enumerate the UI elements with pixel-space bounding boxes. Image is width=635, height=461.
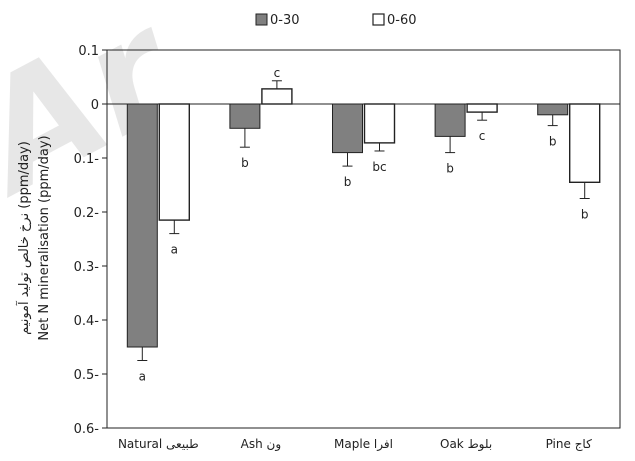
- significance-letter: b: [549, 135, 557, 149]
- legend-swatch-0-30: [255, 13, 268, 26]
- y-tick-label: 0.2-: [74, 206, 100, 221]
- bar-0-30-1: [126, 103, 158, 348]
- y-axis-title: نرخ خالص تولید آمونیم (ppm/day) Net N mi…: [15, 135, 52, 340]
- significance-letter: c: [479, 129, 486, 143]
- bar-0-60-4: [466, 103, 498, 113]
- bars: [126, 88, 601, 348]
- y-axis-title-line-1: نرخ خالص تولید آمونیم (ppm/day): [15, 141, 32, 335]
- legend-label-0-30: 0-30: [270, 13, 300, 28]
- x-category-label: Maple افرا: [334, 437, 393, 452]
- y-tick-label: 0.1-: [74, 152, 100, 167]
- significance-letter: c: [274, 66, 281, 80]
- y-tick-label: 0.3-: [74, 260, 100, 275]
- bar-0-60-1: [158, 103, 191, 221]
- y-tick-label: 0.5-: [74, 368, 100, 383]
- significance-letter: b: [581, 208, 589, 222]
- x-category-label: Pine کاج: [546, 437, 593, 451]
- significance-letter: bc: [372, 160, 386, 174]
- y-tick-label: 0: [91, 98, 99, 113]
- x-category-label: Oak بلوط: [440, 437, 492, 452]
- y-tick-label: 0.1: [78, 44, 99, 59]
- bar-0-30-5: [537, 103, 569, 116]
- bar-0-30-3: [332, 103, 363, 154]
- significance-letter: b: [241, 156, 249, 170]
- significance-letter: b: [344, 175, 352, 189]
- bar-0-60-2: [261, 88, 293, 105]
- bar-0-60-3: [363, 103, 396, 144]
- x-category-label: Ash ون: [241, 437, 282, 452]
- x-category-labels: Natural طبیعی Ash ون Maple افرا Oak بلوط Pin…: [118, 437, 592, 452]
- y-tick-label: 0.4-: [74, 314, 100, 329]
- significance-letter: a: [171, 243, 178, 257]
- bar-0-60-5: [569, 103, 601, 184]
- significance-letter: a: [139, 370, 146, 384]
- y-axis-title-line-2: Net N mineralisation (ppm/day): [37, 135, 52, 340]
- significance-letter: b: [446, 162, 454, 176]
- legend-swatch-0-60: [372, 13, 385, 26]
- y-ticks: 0.1 0 0.1- 0.2- 0.3- 0.4- 0.5- 0.6-: [74, 44, 107, 437]
- bar-0-30-4: [434, 103, 466, 137]
- bar-0-30-2: [229, 103, 261, 129]
- error-bars: [137, 80, 590, 361]
- y-tick-label: 0.6-: [74, 422, 100, 437]
- legend-label-0-60: 0-60: [387, 13, 417, 28]
- legend: 0-30 0-60: [255, 13, 417, 28]
- x-category-label: Natural طبیعی: [118, 437, 199, 451]
